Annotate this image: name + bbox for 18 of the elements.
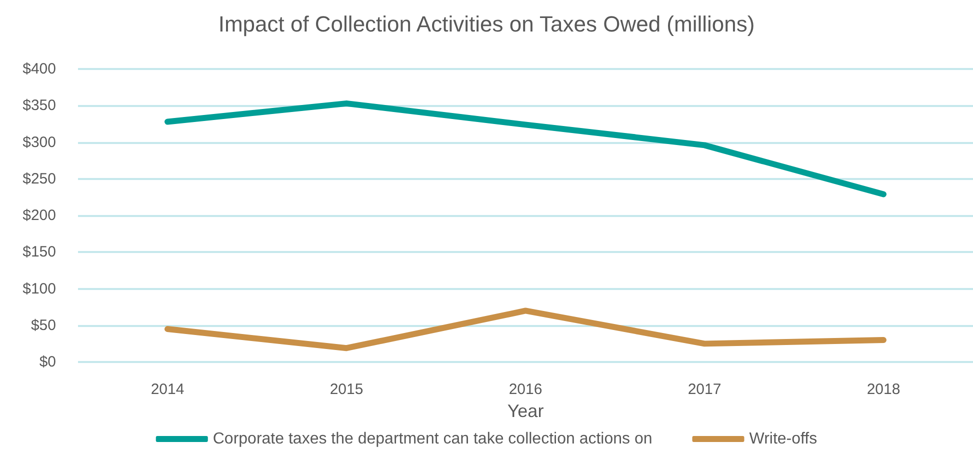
x-tick-label: 2018	[866, 381, 900, 398]
y-tick-label: $50	[30, 316, 56, 334]
y-tick-label: $300	[22, 134, 56, 151]
legend-label: Corporate taxes the department can take collection actions on	[212, 430, 652, 448]
x-tick-label: 2016	[508, 381, 542, 398]
x-tick-label: 2014	[150, 381, 184, 398]
y-tick-label: $100	[22, 280, 56, 298]
y-tick-label: $200	[22, 207, 56, 224]
y-tick-label: $150	[22, 244, 56, 261]
chart-title: Impact of Collection Activities on Taxes Owed (millions)	[218, 12, 755, 36]
y-tick-label: $0	[39, 354, 56, 370]
x-tick-label: 2017	[688, 381, 722, 398]
y-tick-label: $400	[22, 60, 56, 78]
x-tick-label: 2015	[330, 381, 364, 398]
legend-label: Write-offs	[749, 430, 818, 448]
y-tick-label: $250	[22, 170, 56, 188]
x-axis-title: Year	[507, 400, 544, 421]
y-tick-label: $350	[22, 97, 56, 114]
